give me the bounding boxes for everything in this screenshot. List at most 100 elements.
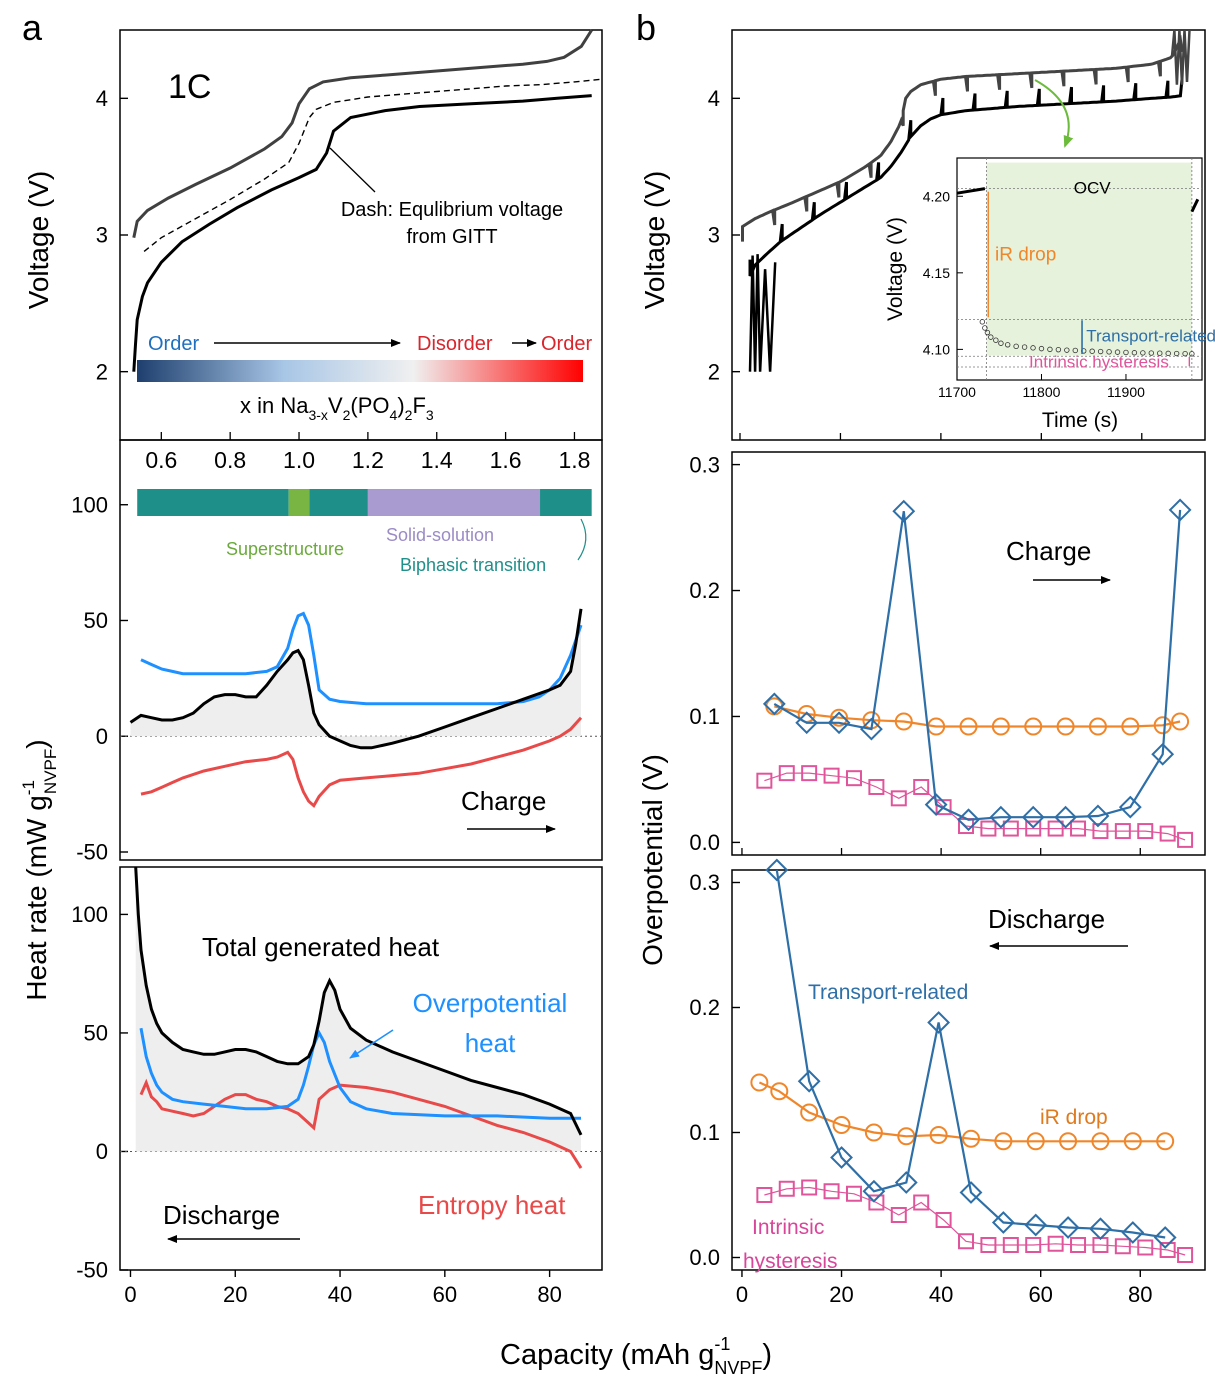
transport-marker (927, 1011, 951, 1034)
y-tick-label: 0.1 (689, 1120, 720, 1145)
x-tick-label: 60 (433, 1282, 457, 1307)
xc-end: F (412, 393, 425, 418)
ocv-shaded-region (986, 162, 1192, 356)
ir-marker (1059, 1132, 1078, 1151)
ir-marker (929, 1126, 948, 1144)
intrinsic-marker (868, 1194, 885, 1211)
inset-y-tick-label: 4.10 (923, 341, 950, 357)
inset-x-label: Time (s) (1042, 409, 1118, 432)
relaxation-point (982, 325, 988, 331)
intrinsic-marker (1070, 820, 1087, 837)
capacity-xlabel: Capacity (mAh g-1 NVPF) (500, 1334, 772, 1377)
discharge-arrow-label: Discharge (163, 1200, 280, 1230)
transport-marker (1121, 1221, 1145, 1244)
transport-marker (795, 711, 819, 735)
phase-solid-label: Solid-solution (386, 525, 494, 545)
inset-pointer (1034, 79, 1074, 148)
inset-pulse-line-end (1190, 198, 1200, 213)
ir-marker (897, 1127, 916, 1146)
inset-x-tick-label: 11800 (1023, 384, 1061, 400)
overpotential-heat-label-1: Overpotential (413, 988, 568, 1018)
x-tick-label: 40 (929, 1282, 953, 1307)
ir-marker (991, 717, 1010, 736)
inset-x-tick-label: 11700 (938, 384, 976, 400)
intrinsic-marker (845, 1185, 862, 1202)
inset-y-tick-label: 4.20 (923, 188, 950, 204)
comp-tick-label: 0.8 (214, 447, 246, 473)
y-tick-label: 100 (71, 902, 108, 927)
voltage-equilibrium-line (143, 78, 603, 252)
ir-marker (961, 1129, 980, 1148)
y-tick-label: 0.1 (689, 704, 720, 729)
y-tick-label: 0.3 (689, 870, 720, 895)
transport-marker (859, 717, 883, 741)
heat-overpotential-line (140, 611, 583, 706)
y-tick-label: 3 (708, 223, 720, 248)
ir-marker (832, 1116, 851, 1134)
order2-label: Order (541, 333, 592, 355)
heat-entropy-line (139, 1078, 583, 1169)
phase-biphasic-label: Biphasic transition (400, 555, 546, 575)
xc-mid2: (PO (350, 393, 389, 418)
gitt-discharge-line (748, 79, 1184, 277)
xc-mid: V (328, 393, 343, 418)
capacity-xlabel-sub: NVPF (714, 1358, 762, 1377)
xc-sub4: 2 (405, 407, 413, 423)
transport-marker (830, 1146, 853, 1169)
relaxation-point (993, 337, 999, 343)
charge-arrow-label: Charge (461, 786, 546, 816)
heat-entropy-line (140, 716, 583, 809)
axes-frame (119, 439, 603, 861)
gitt-initial-spikes (748, 254, 777, 372)
inset-x-tick-label: 11900 (1107, 384, 1145, 400)
entropy-heat-label: Entropy heat (418, 1190, 566, 1220)
relaxation-point (1064, 347, 1070, 353)
y-tick-label: -50 (76, 1258, 108, 1283)
ir-marker (770, 1082, 789, 1101)
transport-marker (1089, 1217, 1112, 1241)
discharge-arrow-label: Discharge (988, 904, 1105, 934)
transport-marker (797, 1069, 821, 1093)
xc-mid3: ) (397, 393, 404, 418)
intrinsic-marker (913, 778, 930, 795)
comp-tick-label: 0.6 (145, 447, 177, 473)
intrinsic-marker (1025, 1237, 1042, 1253)
ir-drop-label: iR drop (995, 244, 1056, 265)
relaxation-point (1131, 350, 1138, 356)
intrinsic-marker (823, 1183, 840, 1200)
intrinsic-marker (890, 790, 907, 807)
transport-marker (924, 793, 948, 817)
phase-segment-biphasic (137, 489, 289, 516)
axes-frame (119, 866, 603, 1271)
y-tick-label: 4 (96, 86, 108, 111)
relaxation-point (1114, 349, 1121, 355)
transport-marker (1056, 1216, 1080, 1239)
phase-segment-biphasic (540, 489, 592, 516)
intrinsic-marker (958, 1233, 975, 1250)
total-heat-area (130, 608, 581, 748)
transport-marker (1086, 804, 1110, 828)
ir-line (758, 1081, 1166, 1143)
note-line-2: from GITT (406, 226, 497, 248)
ir-marker (1091, 1132, 1110, 1151)
relaxation-point (1047, 346, 1053, 353)
y-tick-label: 0.3 (689, 452, 720, 477)
intrinsic-marker (1047, 820, 1064, 837)
intrinsic-marker (1114, 823, 1131, 840)
xc-sub3: 4 (390, 407, 398, 423)
charge-arrow-label: Charge (1006, 536, 1091, 566)
xc-sub5: 3 (426, 407, 434, 423)
transport-marker (1054, 805, 1078, 829)
intrinsic-marker (801, 765, 818, 782)
intrinsic-line (764, 772, 1186, 841)
ir-marker (1153, 716, 1172, 735)
overpotential-heat-arrow (349, 1029, 394, 1059)
panel-b-overpotential-charge: 0.0 0.1 0.2 0.3 Charge (689, 451, 1206, 856)
intrinsic-line (764, 1186, 1186, 1256)
voltage-ylabel-a: Voltage (V) (23, 171, 54, 310)
relaxation-point (1089, 348, 1095, 354)
intrinsic-marker (868, 778, 885, 795)
y-tick-label: 0.2 (689, 578, 720, 603)
